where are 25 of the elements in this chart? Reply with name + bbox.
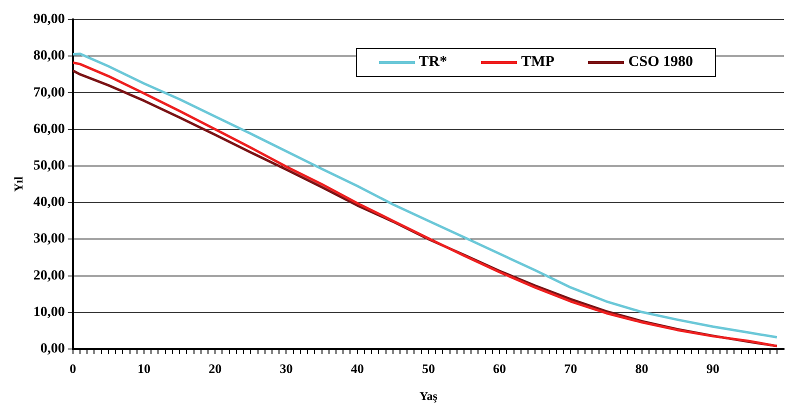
y-tick-label: 80,00	[33, 48, 65, 64]
y-tick-label: 90,00	[33, 12, 65, 28]
y-tick-label: 40,00	[33, 195, 65, 210]
x-tick-label: 70	[564, 361, 578, 376]
y-tick-label: 50,00	[33, 158, 65, 174]
x-tick-label: 50	[422, 361, 435, 376]
legend-label: TMP	[521, 54, 554, 71]
x-tick-label: 60	[493, 361, 506, 376]
x-axis-title: Yaş	[419, 388, 438, 403]
y-axis-title: Yıl	[11, 176, 26, 192]
x-tick-label: 10	[138, 361, 151, 376]
x-tick-label: 30	[280, 361, 293, 376]
x-tick-label: 0	[70, 361, 76, 376]
x-tick-label: 80	[635, 361, 648, 376]
y-tick-label: 60,00	[33, 122, 65, 137]
x-tick-label: 40	[350, 361, 364, 376]
y-tick-label: 0,00	[40, 342, 65, 357]
legend-label: TR*	[418, 54, 448, 71]
legend-label: CSO 1980	[628, 54, 693, 71]
y-tick-label: 30,00	[33, 232, 65, 247]
y-tick-label: 20,00	[33, 268, 65, 284]
y-tick-label: 10,00	[33, 304, 65, 320]
x-tick-label: 90	[706, 361, 720, 376]
y-tick-label: 70,00	[33, 85, 65, 100]
x-tick-label: 20	[208, 361, 222, 376]
